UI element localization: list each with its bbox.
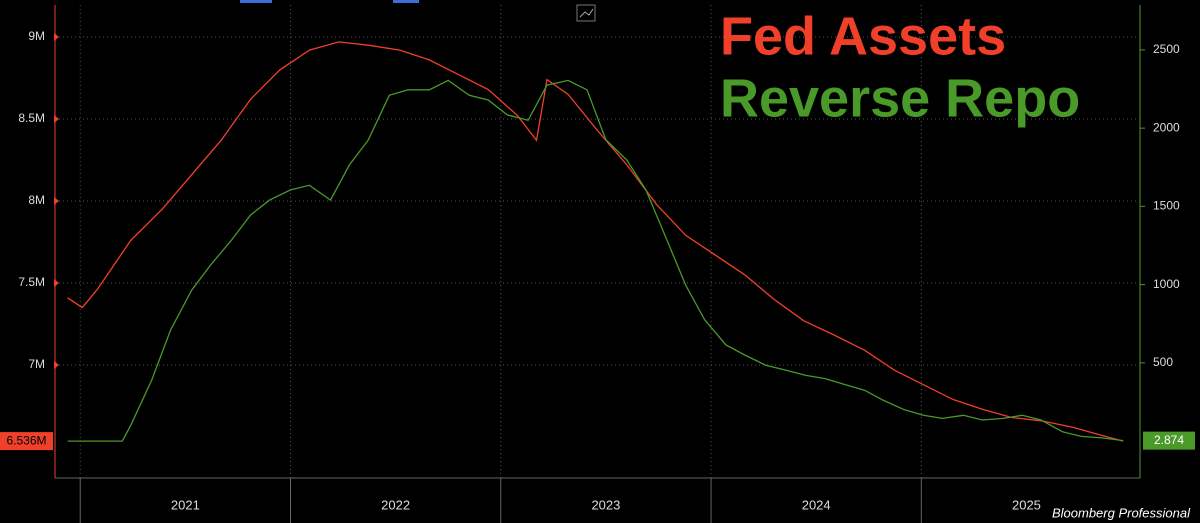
toolbar-tab[interactable]: [240, 0, 272, 3]
legend-entry: Fed Assets: [720, 6, 1006, 66]
y2-tick-label: 1500: [1153, 199, 1180, 213]
y2-tick-label: 2500: [1153, 42, 1180, 56]
last-value-label: 6.536M: [6, 433, 46, 447]
y-tick-label: 8M: [28, 193, 45, 207]
y-tick-label: 8.5M: [18, 111, 45, 125]
x-tick-label: 2022: [381, 497, 410, 512]
y-tick-mark: [54, 196, 59, 205]
y-tick-mark: [54, 360, 59, 369]
last-value-label: 2.874: [1154, 433, 1184, 447]
toolbar-tab[interactable]: [393, 0, 419, 3]
chart-type-icon[interactable]: [576, 4, 596, 22]
last-value-badge: [0, 432, 53, 451]
y2-tick-label: 1000: [1153, 277, 1180, 291]
x-tick-label: 2025: [1012, 497, 1041, 512]
x-tick-label: 2021: [171, 497, 200, 512]
y-tick-mark: [54, 114, 59, 123]
y-tick-mark: [54, 32, 59, 41]
legend-entry: Reverse Repo: [720, 68, 1080, 128]
series-line: [67, 79, 1124, 442]
y-tick-label: 9M: [28, 29, 45, 43]
y-tick-label: 7M: [28, 357, 45, 371]
y-tick-mark: [54, 278, 59, 287]
last-value-badge: [1143, 431, 1195, 450]
series-line: [67, 41, 1124, 442]
x-tick-label: 2023: [591, 497, 620, 512]
y2-tick-label: 500: [1153, 355, 1173, 369]
chart-type-glyph: [579, 8, 594, 18]
y2-tick-label: 2000: [1153, 120, 1180, 134]
y-tick-label: 7.5M: [18, 275, 45, 289]
watermark: Bloomberg Professional: [1052, 505, 1191, 520]
x-tick-label: 2024: [802, 497, 831, 512]
